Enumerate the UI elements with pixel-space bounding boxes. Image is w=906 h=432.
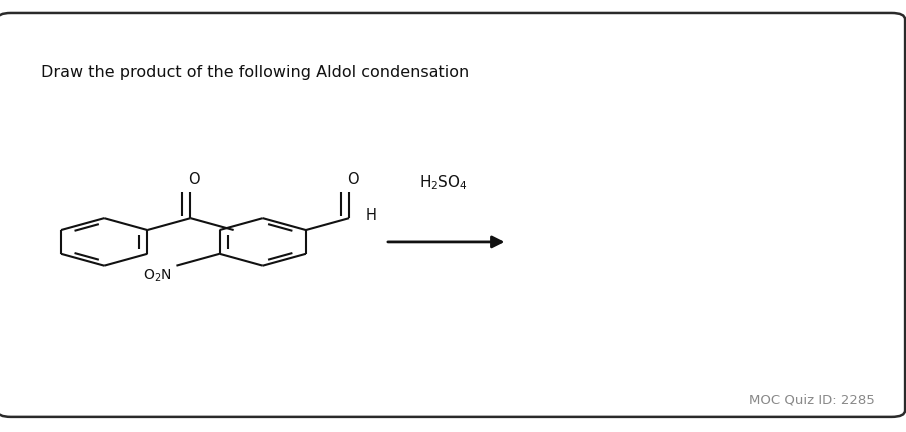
Text: O: O xyxy=(347,172,359,187)
Text: $\mathrm{O_2N}$: $\mathrm{O_2N}$ xyxy=(143,268,172,284)
Text: H: H xyxy=(365,209,376,223)
Text: Draw the product of the following Aldol condensation: Draw the product of the following Aldol … xyxy=(41,65,469,80)
Text: $\mathrm{H_2SO_4}$: $\mathrm{H_2SO_4}$ xyxy=(419,174,468,192)
Text: MOC Quiz ID: 2285: MOC Quiz ID: 2285 xyxy=(748,393,874,406)
Text: O: O xyxy=(188,172,200,187)
FancyBboxPatch shape xyxy=(0,13,905,417)
